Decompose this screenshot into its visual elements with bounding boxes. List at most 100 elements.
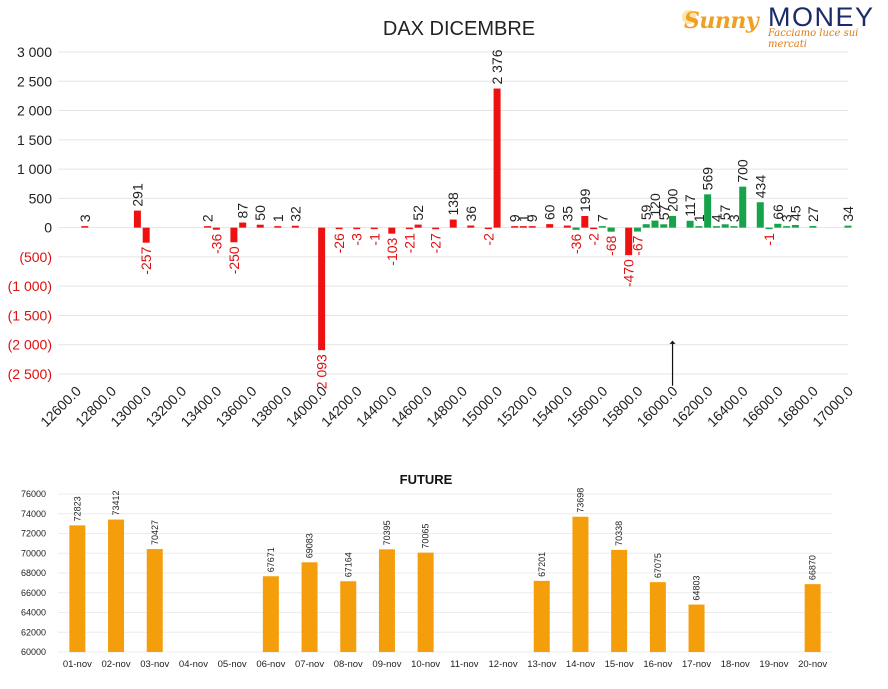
dax-bar xyxy=(291,225,299,228)
dax-annotation xyxy=(669,340,676,386)
dax-data-label: 34 xyxy=(840,206,856,222)
future-x-tick-label: 09-nov xyxy=(372,659,401,670)
future-data-label: 67201 xyxy=(537,552,547,577)
dax-data-label: -3 xyxy=(349,233,365,246)
dax-x-axis: 12600.012800.013000.013200.013400.013600… xyxy=(37,383,856,430)
dax-bar xyxy=(335,227,343,230)
future-y-tick-label: 62000 xyxy=(21,627,46,637)
dax-gridlines xyxy=(58,51,848,375)
dax-y-tick-label: (500) xyxy=(19,249,52,265)
sun-icon xyxy=(682,10,696,24)
dax-data-label: -67 xyxy=(629,235,645,255)
future-bar xyxy=(417,552,434,652)
future-y-tick-label: 64000 xyxy=(21,608,46,618)
future-data-label: 70427 xyxy=(150,520,160,545)
future-data-label: 67075 xyxy=(653,553,663,578)
future-data-labels: 72823 73412 70427 67671 69083 67164 70395 70065… xyxy=(72,488,817,601)
future-y-tick-label: 60000 xyxy=(21,647,46,657)
future-bar xyxy=(146,549,163,652)
dax-bar xyxy=(598,226,606,228)
dax-bar xyxy=(546,224,554,228)
future-bar xyxy=(688,604,705,652)
dax-data-label: 569 xyxy=(700,167,716,191)
logo-tagline: Facciamo luce sui mercati xyxy=(768,28,859,50)
future-x-tick-label: 06-nov xyxy=(256,659,285,670)
dax-data-label: 434 xyxy=(752,175,768,199)
dax-chart-title: DAX DICEMBRE xyxy=(383,18,535,40)
future-y-tick-label: 72000 xyxy=(21,529,46,539)
future-bar xyxy=(301,562,318,652)
dax-data-label: -21 xyxy=(401,233,417,253)
future-data-label: 70395 xyxy=(382,520,392,545)
dax-bar xyxy=(572,227,580,230)
future-y-tick-label: 76000 xyxy=(21,489,46,499)
future-bar xyxy=(611,549,628,652)
dax-data-label: 36 xyxy=(463,206,479,222)
future-y-tick-label: 66000 xyxy=(21,588,46,598)
future-x-tick-label: 15-nov xyxy=(605,659,634,670)
dax-data-label: 60 xyxy=(542,204,558,220)
future-chart-title: FUTURE xyxy=(400,472,453,487)
dax-y-tick-label: 1 500 xyxy=(17,132,52,148)
dax-data-label: -250 xyxy=(226,246,242,274)
future-x-tick-label: 05-nov xyxy=(218,659,247,670)
dax-y-axis: 3 000 2 500 2 000 1 500 1 000 500 0 (500) (1 000… xyxy=(8,44,53,382)
dax-bar xyxy=(388,227,396,234)
dax-data-label: 200 xyxy=(665,188,681,212)
dax-bar xyxy=(783,226,791,228)
future-bar xyxy=(69,525,86,652)
dax-data-label: 3 xyxy=(726,214,742,222)
future-data-label: 72823 xyxy=(72,496,82,521)
future-x-axis: 01-nov 02-nov 03-nov 04-nov 05-nov 06-nov 07-n… xyxy=(63,659,828,670)
dax-data-label: 50 xyxy=(252,205,268,221)
dax-y-tick-label: 2 500 xyxy=(17,73,52,89)
dax-data-label: -27 xyxy=(428,233,444,253)
future-x-tick-label: 14-nov xyxy=(566,659,595,670)
dax-bar xyxy=(607,227,615,232)
dax-bar xyxy=(142,227,150,243)
future-data-label: 64803 xyxy=(692,576,702,601)
dax-data-label: 87 xyxy=(235,203,251,219)
dax-data-label: -1 xyxy=(366,233,382,246)
future-x-tick-label: 01-nov xyxy=(63,659,92,670)
dax-bar xyxy=(449,219,457,228)
dax-data-label: -36 xyxy=(208,234,224,254)
dax-bar xyxy=(493,88,501,228)
future-y-tick-label: 74000 xyxy=(21,509,46,519)
dax-data-label: 291 xyxy=(129,183,145,207)
annotation-arrow-head xyxy=(669,340,676,344)
future-x-tick-label: 04-nov xyxy=(179,659,208,670)
dax-data-label: 45 xyxy=(787,205,803,221)
dax-data-label: 59 xyxy=(638,204,654,220)
future-x-tick-label: 16-nov xyxy=(643,659,672,670)
dax-data-label: 9 xyxy=(524,214,540,222)
dax-bar xyxy=(695,226,703,228)
future-gridlines xyxy=(58,493,832,653)
dax-y-tick-label: 0 xyxy=(44,220,52,236)
dax-y-tick-label: (2 500) xyxy=(8,366,52,382)
dax-y-tick-label: 2 000 xyxy=(17,103,52,119)
dax-data-label: 138 xyxy=(445,192,461,216)
logo-money-text: MONEY xyxy=(768,2,875,32)
future-bar xyxy=(533,580,550,652)
dax-bar xyxy=(774,223,782,228)
dax-bars xyxy=(81,88,852,351)
future-y-axis: 76000 74000 72000 70000 68000 66000 64000 62000… xyxy=(21,489,46,657)
dax-bar xyxy=(239,222,247,228)
future-y-tick-label: 70000 xyxy=(21,548,46,558)
future-x-tick-label: 12-nov xyxy=(489,659,518,670)
future-data-label: 70338 xyxy=(614,521,624,546)
dax-bar xyxy=(669,215,677,228)
dax-data-label: 2 xyxy=(200,214,216,222)
future-bar xyxy=(340,581,357,652)
future-x-tick-label: 18-nov xyxy=(721,659,750,670)
future-bar xyxy=(572,516,589,652)
future-x-tick-label: 19-nov xyxy=(759,659,788,670)
logo-sunny-text: Sunny xyxy=(684,8,759,34)
future-x-tick-label: 07-nov xyxy=(295,659,324,670)
future-bars xyxy=(69,516,821,652)
dax-bar xyxy=(651,220,659,228)
future-data-label: 73412 xyxy=(111,491,121,516)
sunny-money-logo: Sunny MONEY Facciamo luce sui mercati xyxy=(682,2,884,50)
